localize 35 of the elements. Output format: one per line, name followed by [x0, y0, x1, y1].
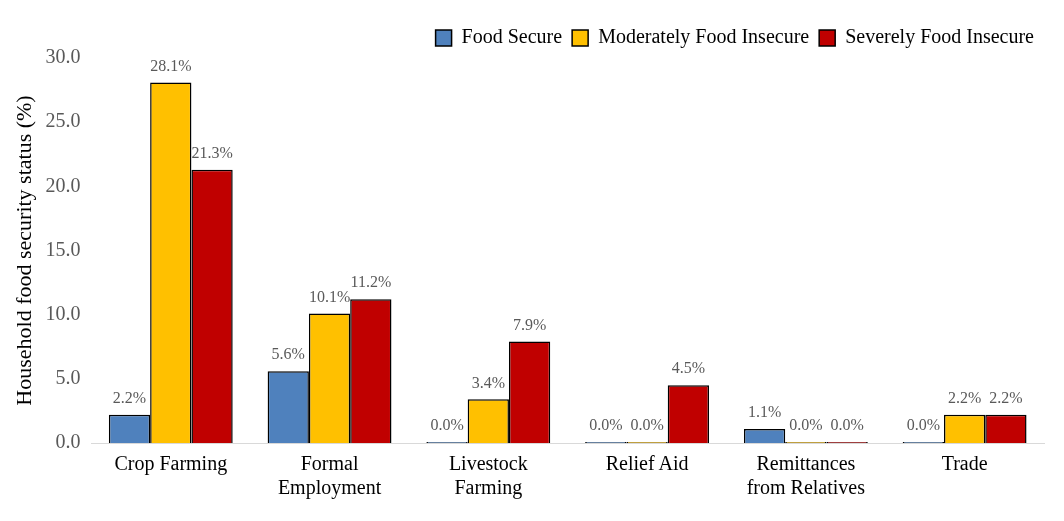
y-tick-label: 30.0: [45, 45, 81, 68]
y-tick-label: 20.0: [45, 173, 81, 196]
data-label: 0.0%: [789, 416, 823, 434]
x-tick-label: Livestock Farming: [448, 452, 528, 500]
data-label: 5.6%: [271, 345, 305, 363]
x-tick-label: Crop Farming: [114, 452, 228, 476]
legend-label: Moderately Food Insecure: [598, 25, 810, 49]
data-label: 3.4%: [471, 373, 505, 391]
y-axis-title: Household food security status (%): [10, 95, 36, 406]
data-label: 28.1%: [150, 56, 192, 74]
data-label: 10.1%: [308, 287, 351, 305]
data-label: 0.0%: [589, 416, 623, 434]
data-label: 21.3%: [191, 143, 233, 161]
data-label: 2.2%: [112, 388, 147, 406]
data-label: 0.0%: [430, 416, 464, 434]
data-label: 0.0%: [906, 416, 940, 434]
data-label: 0.0%: [830, 416, 864, 434]
x-tick-label: Trade: [941, 452, 988, 475]
x-tick-label: Relief Aid: [605, 452, 689, 475]
legend-label: Food Secure: [461, 25, 563, 48]
data-label: 2.2%: [947, 388, 982, 406]
data-label: 0.0%: [630, 416, 664, 434]
y-tick-label: 15.0: [45, 237, 81, 260]
data-label: 4.5%: [671, 359, 706, 377]
y-tick-label: 25.0: [45, 109, 81, 132]
y-tick-label: 10.0: [45, 301, 81, 324]
data-label: 7.9%: [512, 315, 547, 333]
data-label: 2.2%: [989, 388, 1023, 406]
data-label: 11.2%: [350, 273, 392, 291]
data-label: 1.1%: [747, 403, 782, 421]
x-tick-label: Formal Employment: [277, 452, 382, 500]
y-tick-label: 5.0: [55, 366, 81, 389]
y-tick-label: 0.0: [55, 430, 81, 453]
x-tick-label: Remittances from Relatives: [746, 452, 866, 499]
legend-label: Severely Food Insecure: [845, 25, 1035, 49]
